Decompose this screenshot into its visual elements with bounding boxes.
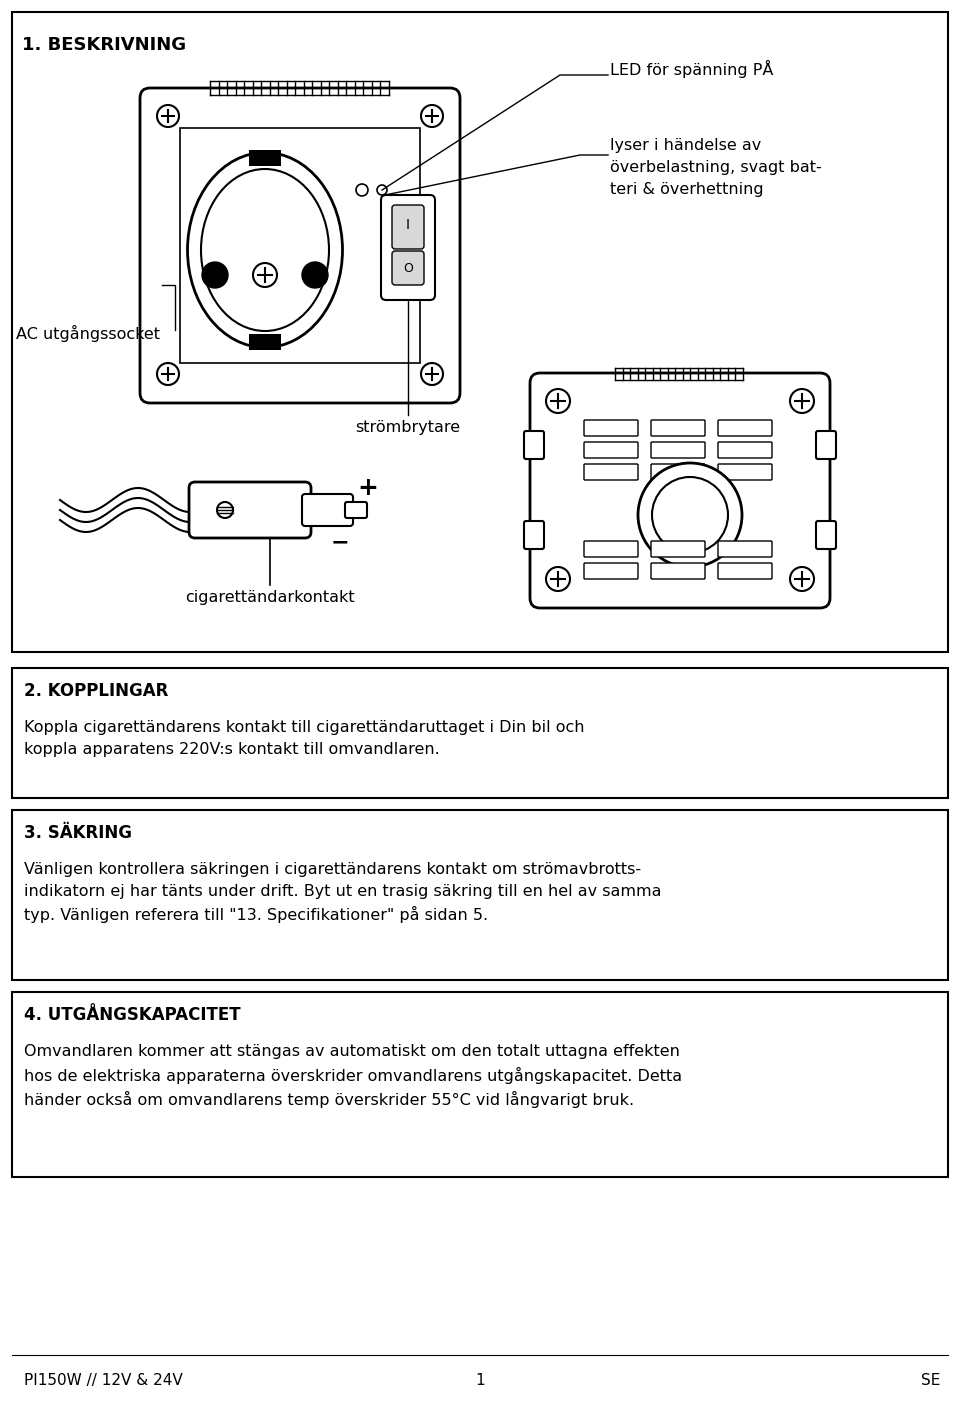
Text: Vänligen kontrollera säkringen i cigarettändarens kontakt om strömavbrotts-
indi: Vänligen kontrollera säkringen i cigaret…	[24, 862, 661, 923]
Text: +: +	[357, 476, 378, 500]
FancyBboxPatch shape	[651, 563, 705, 579]
Circle shape	[302, 262, 328, 289]
Circle shape	[253, 263, 277, 287]
Text: överbelastning, svagt bat-: överbelastning, svagt bat-	[610, 160, 822, 175]
Circle shape	[157, 105, 179, 127]
FancyBboxPatch shape	[524, 521, 544, 549]
FancyBboxPatch shape	[718, 563, 772, 579]
FancyBboxPatch shape	[381, 195, 435, 300]
Text: 4. UTGÅNGSKAPACITET: 4. UTGÅNGSKAPACITET	[24, 1006, 241, 1024]
Text: PI150W // 12V & 24V: PI150W // 12V & 24V	[24, 1373, 182, 1388]
FancyBboxPatch shape	[718, 464, 772, 481]
FancyBboxPatch shape	[530, 373, 830, 608]
Text: 1: 1	[475, 1373, 485, 1388]
Bar	[12, 992, 948, 1177]
Text: Koppla cigarettändarens kontakt till cigarettändaruttaget i Din bil och
koppla a: Koppla cigarettändarens kontakt till cig…	[24, 720, 585, 757]
Text: SE: SE	[921, 1373, 940, 1388]
FancyBboxPatch shape	[718, 420, 772, 436]
FancyBboxPatch shape	[584, 563, 638, 579]
Text: I: I	[406, 219, 410, 233]
FancyBboxPatch shape	[302, 495, 353, 525]
Circle shape	[421, 363, 443, 385]
Text: 2. KOPPLINGAR: 2. KOPPLINGAR	[24, 682, 168, 700]
Circle shape	[356, 184, 368, 196]
FancyBboxPatch shape	[392, 251, 424, 284]
Circle shape	[790, 389, 814, 413]
FancyBboxPatch shape	[718, 441, 772, 458]
Text: Omvandlaren kommer att stängas av automatiskt om den totalt uttagna effekten
hos: Omvandlaren kommer att stängas av automa…	[24, 1044, 683, 1108]
Text: LED för spänning PÅ: LED för spänning PÅ	[610, 60, 774, 78]
Text: lyser i händelse av: lyser i händelse av	[610, 139, 761, 153]
Ellipse shape	[201, 170, 329, 331]
Bar	[12, 13, 948, 651]
FancyBboxPatch shape	[651, 541, 705, 558]
Text: AC utgångssocket: AC utgångssocket	[16, 325, 160, 342]
Circle shape	[421, 105, 443, 127]
Bar	[249, 333, 281, 350]
Circle shape	[790, 567, 814, 591]
FancyBboxPatch shape	[189, 482, 311, 538]
Circle shape	[217, 502, 233, 518]
Bar	[180, 127, 420, 363]
Ellipse shape	[187, 153, 343, 347]
Bar	[12, 668, 948, 799]
Bar	[249, 150, 281, 165]
FancyBboxPatch shape	[651, 464, 705, 481]
Circle shape	[157, 363, 179, 385]
Circle shape	[377, 185, 387, 195]
FancyBboxPatch shape	[584, 541, 638, 558]
Text: strömbrytare: strömbrytare	[355, 420, 461, 434]
Text: −: −	[330, 532, 349, 552]
Text: cigarettändarkontakt: cigarettändarkontakt	[185, 590, 355, 605]
Circle shape	[638, 462, 742, 567]
Circle shape	[546, 567, 570, 591]
Text: O: O	[403, 262, 413, 275]
FancyBboxPatch shape	[816, 521, 836, 549]
Circle shape	[202, 262, 228, 289]
FancyBboxPatch shape	[140, 88, 460, 403]
Circle shape	[546, 389, 570, 413]
Text: teri & överhettning: teri & överhettning	[610, 182, 763, 198]
Bar	[12, 810, 948, 981]
FancyBboxPatch shape	[718, 541, 772, 558]
FancyBboxPatch shape	[584, 441, 638, 458]
Text: 1. BESKRIVNING: 1. BESKRIVNING	[22, 36, 186, 55]
FancyBboxPatch shape	[584, 420, 638, 436]
FancyBboxPatch shape	[816, 432, 836, 460]
FancyBboxPatch shape	[345, 502, 367, 518]
FancyBboxPatch shape	[651, 441, 705, 458]
FancyBboxPatch shape	[651, 420, 705, 436]
Text: 3. SÄKRING: 3. SÄKRING	[24, 824, 132, 842]
FancyBboxPatch shape	[524, 432, 544, 460]
Circle shape	[652, 476, 728, 553]
FancyBboxPatch shape	[392, 205, 424, 249]
FancyBboxPatch shape	[584, 464, 638, 481]
